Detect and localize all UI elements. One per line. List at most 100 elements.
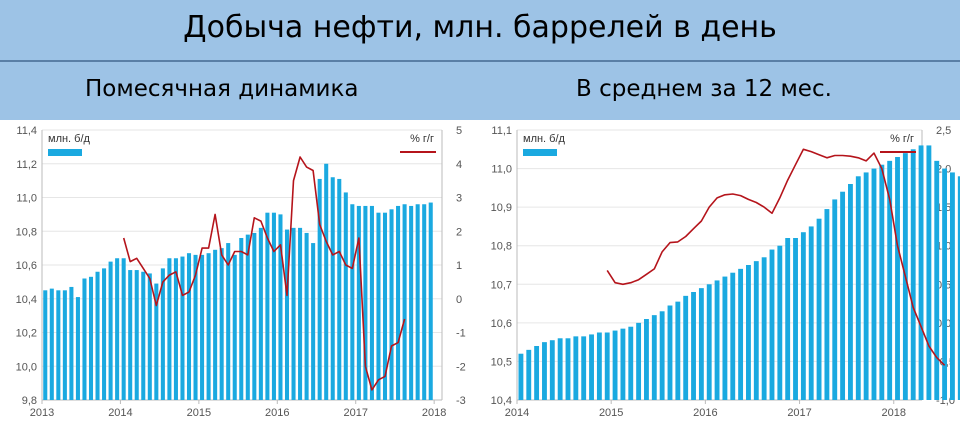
- bar: [612, 330, 618, 400]
- y-right-tick-label: -3: [456, 395, 466, 407]
- bar: [636, 322, 642, 400]
- bar: [887, 160, 893, 400]
- x-tick-label: 2013: [30, 407, 54, 419]
- subtitle-banner: Помесячная динамика В среднем за 12 мес.: [0, 62, 960, 120]
- bar: [746, 265, 751, 400]
- bar: [356, 205, 361, 400]
- bar: [769, 249, 775, 400]
- y-left-tick-label: 10,2: [16, 328, 37, 340]
- bar: [304, 232, 309, 400]
- y-left-tick-label: 10,8: [16, 226, 37, 238]
- left-chart-subtitle: Помесячная динамика: [85, 76, 359, 102]
- bar: [160, 268, 165, 400]
- legend-bars-swatch: [48, 149, 82, 156]
- bar: [534, 346, 540, 400]
- bar: [200, 254, 205, 400]
- bar: [683, 295, 689, 400]
- bar: [219, 248, 224, 400]
- bar: [691, 292, 696, 400]
- bar: [628, 326, 634, 400]
- y-left-tick-label: 10,5: [491, 356, 512, 368]
- bar: [738, 268, 744, 400]
- bar: [343, 192, 348, 400]
- x-tick-label: 2017: [787, 407, 811, 419]
- bar: [557, 338, 563, 400]
- bar: [706, 284, 712, 400]
- y-left-tick-label: 11,1: [491, 125, 512, 137]
- y-left-tick-label: 11,0: [16, 193, 37, 205]
- bar: [761, 257, 767, 400]
- y-left-tick-label: 11,2: [16, 159, 37, 171]
- bar: [950, 172, 955, 400]
- bar: [226, 243, 231, 400]
- bar: [675, 301, 681, 400]
- bar: [722, 276, 728, 400]
- x-tick-label: 2016: [265, 407, 289, 419]
- bar: [800, 232, 806, 400]
- bar: [910, 149, 916, 400]
- bar: [581, 336, 587, 400]
- y-right-tick-label: 4: [456, 159, 462, 171]
- bar: [651, 315, 657, 400]
- bar: [942, 168, 948, 400]
- bar: [816, 218, 822, 400]
- bar: [252, 232, 257, 400]
- bar: [934, 160, 940, 400]
- x-tick-label: 2018: [882, 407, 906, 419]
- bar: [382, 212, 388, 400]
- x-tick-label: 2015: [599, 407, 623, 419]
- bar: [785, 238, 791, 400]
- bar: [291, 227, 296, 400]
- bar: [43, 290, 48, 400]
- bar: [62, 290, 67, 400]
- bar: [777, 245, 783, 400]
- bar: [422, 204, 427, 400]
- bar: [604, 332, 610, 400]
- bar: [918, 145, 924, 400]
- bar: [753, 261, 759, 400]
- bar: [102, 268, 107, 400]
- legend-bars-label: млн. б/д: [48, 133, 91, 145]
- bar: [667, 305, 673, 400]
- bar: [415, 204, 420, 400]
- bar: [957, 176, 960, 400]
- bar: [573, 336, 579, 400]
- bar: [396, 205, 401, 400]
- bar: [330, 177, 335, 400]
- y-right-tick-label: -1: [456, 328, 466, 340]
- bar: [824, 209, 830, 400]
- page-title: Добыча нефти, млн. баррелей в день: [183, 10, 777, 45]
- y-right-tick-label: -2: [456, 361, 466, 373]
- bar: [620, 328, 626, 400]
- bar: [134, 270, 139, 400]
- bar: [428, 202, 433, 400]
- y-left-tick-label: 10,8: [491, 241, 512, 253]
- y-right-tick-label: 2: [456, 226, 462, 238]
- bar: [369, 205, 374, 400]
- y-left-tick-label: 10,4: [16, 294, 37, 306]
- bar: [350, 204, 355, 400]
- bar: [245, 234, 250, 400]
- average-12m-chart: 10,410,510,610,710,810,911,011,1-1,0-0,5…: [491, 125, 960, 419]
- bar: [115, 258, 120, 400]
- y-left-tick-label: 9,8: [22, 395, 37, 407]
- bar: [840, 191, 846, 400]
- y-left-tick-label: 10,7: [491, 279, 512, 291]
- right-chart-subtitle: В среднем за 12 мес.: [576, 76, 832, 102]
- y-left-tick-label: 10,0: [16, 361, 37, 373]
- bar: [128, 270, 133, 400]
- bar: [75, 297, 80, 400]
- bar: [193, 254, 198, 400]
- x-tick-label: 2014: [505, 407, 529, 419]
- y-right-tick-label: 3: [456, 193, 462, 205]
- bar: [95, 271, 100, 400]
- bar: [69, 286, 74, 400]
- yoy-percent-line: [606, 148, 946, 366]
- bar: [258, 227, 263, 400]
- y-left-tick-label: 10,9: [491, 202, 512, 214]
- bar: [363, 205, 368, 400]
- bar: [213, 249, 218, 400]
- legend-line-label: % г/г: [890, 133, 914, 145]
- bar: [409, 205, 414, 400]
- bar: [317, 178, 322, 400]
